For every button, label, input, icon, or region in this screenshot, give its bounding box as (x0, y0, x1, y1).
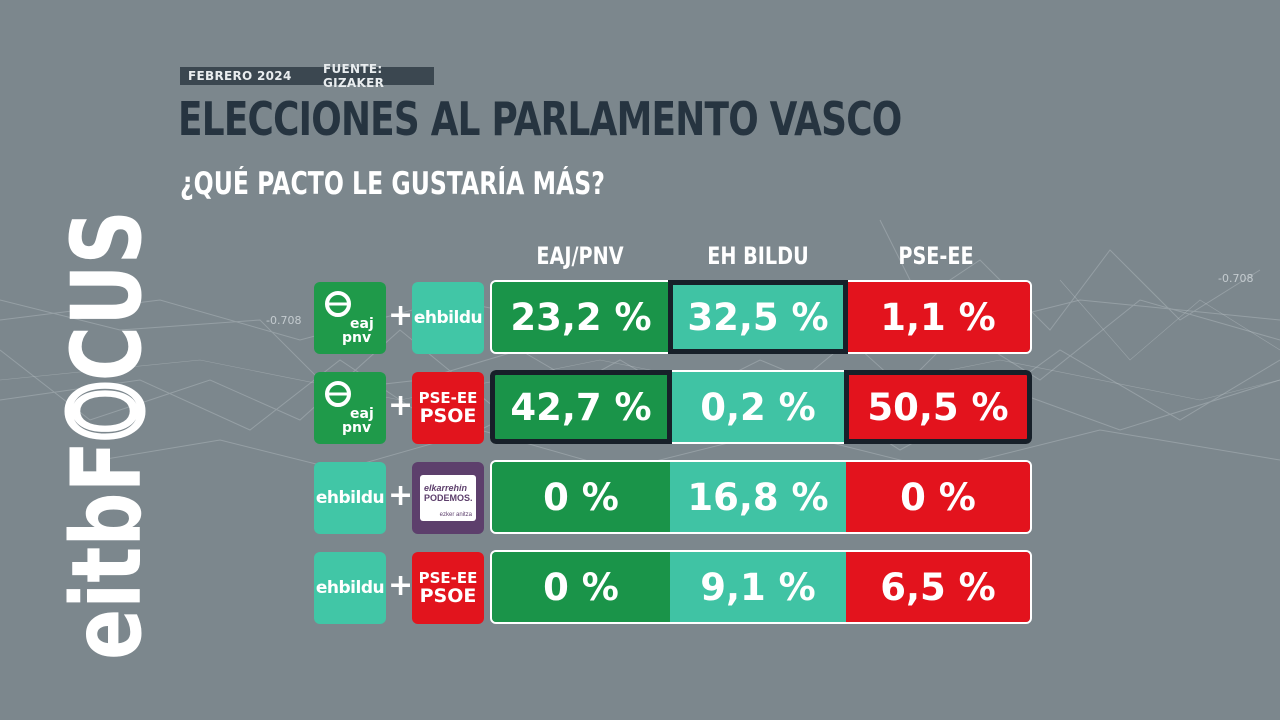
ehbildu-logo: ehbildu (314, 462, 386, 534)
background-label: -0.708 (1218, 272, 1254, 285)
value-cell-eaj-pnv: 0 % (492, 462, 670, 532)
eaj-pnv-logo-line1: eaj (350, 316, 374, 332)
value-cell-pse-ee: 1,1 % (846, 282, 1030, 352)
plus-icon: + (388, 388, 414, 423)
podemos-logo-card: elkarrehin PODEMOS. ezker anitza (420, 475, 476, 521)
podemos-logo-line1: elkarrehin (424, 483, 468, 493)
pse-psoe-logo: PSE-EE PSOE (412, 372, 484, 444)
value-cell-eaj-pnv: 23,2 % (492, 282, 670, 352)
source-label: FUENTE: GIZAKER (323, 62, 385, 90)
column-header-eh-bildu: EH BILDU (707, 242, 809, 270)
pse-logo-line1: PSE-EE (418, 568, 478, 587)
ehbildu-logo: ehbildu (412, 282, 484, 354)
pact-row-2: 42,7 % 0,2 % 50,5 % (490, 370, 1032, 444)
eaj-pnv-logo: eaj pnv (314, 372, 386, 444)
value-cell-eaj-pnv: 42,7 % (490, 370, 672, 444)
eaj-pnv-logo-line2: pnv (342, 330, 371, 346)
eaj-pnv-logo-line1: eaj (350, 406, 374, 422)
pse-psoe-logo: PSE-EE PSOE (412, 552, 484, 624)
elkarrekin-podemos-logo: elkarrehin PODEMOS. ezker anitza (412, 462, 484, 534)
pact-logos-row-2: eaj pnv + PSE-EE PSOE (314, 372, 486, 446)
pact-logos-row-3: ehbildu + elkarrehin PODEMOS. ezker anit… (314, 462, 486, 536)
column-header-pse-ee: PSE-EE (898, 242, 974, 270)
value-cell-eaj-pnv: 0 % (492, 552, 670, 622)
pact-logos-row-4: ehbildu + PSE-EE PSOE (314, 552, 486, 626)
background-label: -0.708 (266, 314, 302, 327)
pact-logos-row-1: eaj pnv + ehbildu (314, 282, 486, 356)
eaj-pnv-logo: eaj pnv (314, 282, 386, 354)
pse-logo-line2: PSOE (419, 404, 477, 427)
value-cell-eh-bildu: 16,8 % (670, 462, 846, 532)
pse-logo-line1: PSE-EE (418, 388, 478, 407)
value-cell-pse-ee: 50,5 % (844, 370, 1032, 444)
meta-bar: FEBRERO 2024 FUENTE: GIZAKER (180, 62, 434, 90)
chart-subtitle: ¿QUÉ PACTO LE GUSTARÍA MÁS? (180, 166, 605, 202)
value-cell-pse-ee: 0 % (846, 462, 1030, 532)
pact-row-1: 23,2 % 32,5 % 1,1 % (490, 280, 1032, 354)
plus-icon: + (388, 568, 414, 603)
column-header-eaj-pnv: EAJ/PNV (536, 242, 624, 270)
podemos-logo-line2: PODEMOS. (424, 493, 473, 503)
podemos-logo-line3: ezker anitza (439, 512, 472, 518)
eaj-pnv-logo-line2: pnv (342, 420, 371, 436)
date-label: FEBRERO 2024 (188, 69, 292, 83)
eaj-pnv-icon: eaj pnv (325, 381, 374, 436)
plus-icon: + (388, 478, 414, 513)
ehbildu-logo: ehbildu (314, 552, 386, 624)
value-cell-eh-bildu: 9,1 % (670, 552, 846, 622)
svg-text:eitbFOCUS: eitbFOCUS (51, 210, 163, 660)
value-cell-eh-bildu: 0,2 % (670, 372, 846, 442)
plus-icon: + (388, 298, 414, 333)
eitb-focus-logo: eitbFOCUS (47, 210, 167, 660)
pse-logo-line2: PSOE (419, 584, 477, 607)
value-cell-eh-bildu: 32,5 % (668, 280, 848, 354)
chart-title: ELECCIONES AL PARLAMENTO VASCO (178, 92, 902, 146)
pact-row-4: 0 % 9,1 % 6,5 % (490, 550, 1032, 624)
eaj-pnv-icon: eaj pnv (325, 291, 374, 346)
pact-row-3: 0 % 16,8 % 0 % (490, 460, 1032, 534)
value-cell-pse-ee: 6,5 % (846, 552, 1030, 622)
